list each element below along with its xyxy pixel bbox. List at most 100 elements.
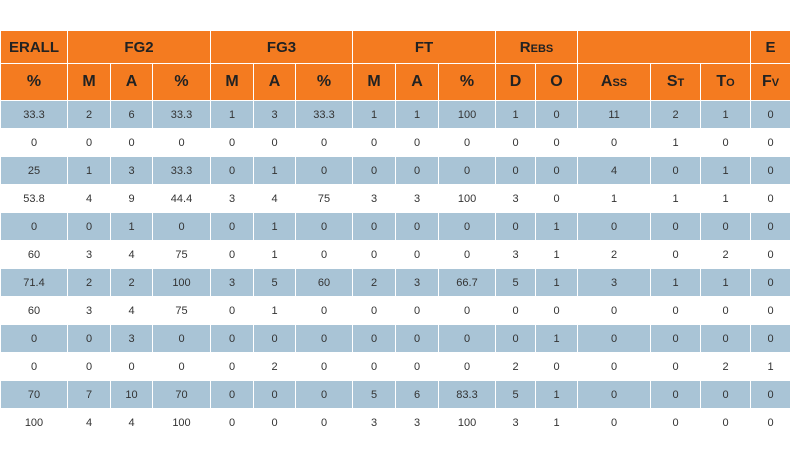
cell: 0 xyxy=(0,324,68,353)
cell: 2 xyxy=(700,240,752,269)
data-row: 53.8 4 9 44.4 3 4 75 3 3 100 3 0 1 1 1 0 xyxy=(0,184,790,213)
cell: 1 xyxy=(535,268,579,297)
cell: 0 xyxy=(700,324,752,353)
cell: 100 xyxy=(437,100,497,129)
cell: 70 xyxy=(152,380,211,409)
column-header: M xyxy=(210,63,254,101)
cell: 0 xyxy=(750,268,790,297)
cell: 53.8 xyxy=(0,184,68,213)
cell: 0 xyxy=(650,156,702,185)
cell: 0 xyxy=(152,128,211,157)
cell: 1 xyxy=(700,156,752,185)
cell: 0 xyxy=(295,156,353,185)
column-header: % xyxy=(437,63,497,101)
cell: 4 xyxy=(577,156,652,185)
cell: 75 xyxy=(295,184,353,213)
group-header xyxy=(577,30,752,64)
header-row: % M A% M A% M A% D O Ass St To Fv xyxy=(0,63,790,101)
cell: 60 xyxy=(295,268,353,297)
cell: 33.3 xyxy=(295,100,353,129)
cell: 83.3 xyxy=(437,380,497,409)
cell: 0 xyxy=(295,128,353,157)
cell: 1 xyxy=(535,324,579,353)
cell: 100 xyxy=(152,268,211,297)
cell: 2 xyxy=(67,268,111,297)
cell: 0 xyxy=(395,212,439,241)
cell: 3 xyxy=(395,184,439,213)
cell: 1 xyxy=(253,240,296,269)
cell: 0 xyxy=(253,128,296,157)
cell: 0 xyxy=(437,324,497,353)
cell: 0 xyxy=(210,128,254,157)
data-row: 25 1 3 33.3 0 1 0 0 0 0 0 0 4 0 1 0 xyxy=(0,156,790,185)
column-header: O xyxy=(535,63,579,101)
cell: 1 xyxy=(352,100,396,129)
cell: 1 xyxy=(495,100,537,129)
column-header: To xyxy=(700,63,752,101)
cell: 100 xyxy=(0,408,68,437)
cell: 3 xyxy=(253,100,296,129)
cell: 0 xyxy=(437,352,497,381)
cell: 0 xyxy=(577,352,652,381)
cell: 0 xyxy=(295,408,353,437)
cell: 3 xyxy=(67,296,111,325)
cell: 70 xyxy=(0,380,68,409)
cell: 5 xyxy=(495,268,537,297)
cell: 3 xyxy=(210,184,254,213)
cell: 3 xyxy=(352,408,396,437)
cell: 1 xyxy=(253,212,296,241)
cell: 7 xyxy=(67,380,111,409)
group-header: FT xyxy=(351,30,497,64)
cell: 0 xyxy=(535,100,579,129)
cell: 0 xyxy=(650,408,702,437)
cell: 0 xyxy=(295,212,353,241)
column-header: Ass xyxy=(577,63,652,101)
cell: 0 xyxy=(67,352,111,381)
cell: 0 xyxy=(535,184,579,213)
column-header: Fv xyxy=(750,63,790,101)
cell: 1 xyxy=(535,380,579,409)
cell: 0 xyxy=(495,156,537,185)
cell: 3 xyxy=(67,240,111,269)
cell: 0 xyxy=(535,128,579,157)
cell: 25 xyxy=(0,156,68,185)
cell: 0 xyxy=(495,296,537,325)
cell: 4 xyxy=(110,296,153,325)
cell: 0 xyxy=(295,324,353,353)
cell: 1 xyxy=(395,100,439,129)
cell: 0 xyxy=(437,156,497,185)
cell: 0 xyxy=(577,408,652,437)
cell: 0 xyxy=(295,296,353,325)
cell: 4 xyxy=(110,408,153,437)
cell: 1 xyxy=(700,100,752,129)
cell: 1 xyxy=(750,352,790,381)
cell: 0 xyxy=(650,212,702,241)
cell: 2 xyxy=(253,352,296,381)
cell: 0 xyxy=(495,128,537,157)
cell: 0 xyxy=(577,324,652,353)
group-header: ERALL xyxy=(0,30,68,64)
cell: 0 xyxy=(437,296,497,325)
cell: 100 xyxy=(437,408,497,437)
cell: 2 xyxy=(577,240,652,269)
cell: 0 xyxy=(210,156,254,185)
cell: 0 xyxy=(210,408,254,437)
cell: 1 xyxy=(650,184,702,213)
cell: 0 xyxy=(750,240,790,269)
cell: 6 xyxy=(110,100,153,129)
cell: 1 xyxy=(253,296,296,325)
cell: 2 xyxy=(110,268,153,297)
cell: 0 xyxy=(395,240,439,269)
cell: 0 xyxy=(253,380,296,409)
cell: 60 xyxy=(0,296,68,325)
cell: 0 xyxy=(110,128,153,157)
column-header: A xyxy=(253,63,296,101)
cell: 0 xyxy=(750,324,790,353)
cell: 1 xyxy=(253,156,296,185)
cell: 1 xyxy=(210,100,254,129)
cell: 3 xyxy=(210,268,254,297)
cell: 0 xyxy=(210,240,254,269)
stats-table: ERALL FG2 FG3 FT Rebs E% M A% M A% M A% D O Ass St To Fv … xyxy=(0,30,790,437)
